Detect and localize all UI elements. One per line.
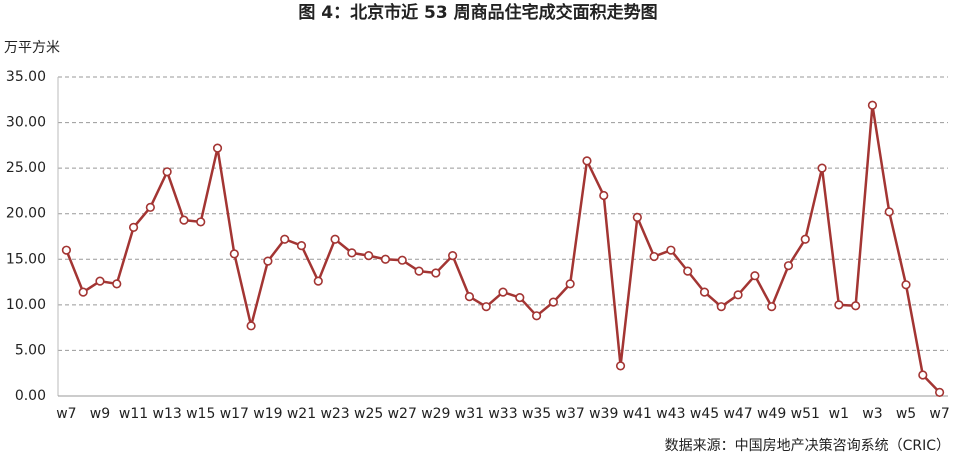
point	[565, 279, 575, 289]
x-tick-label: w35	[522, 406, 551, 422]
x-tick-label: w15	[186, 406, 215, 422]
point	[901, 280, 911, 290]
x-tick-label: w51	[791, 406, 820, 422]
y-tick-label: 25.00	[6, 160, 46, 176]
y-tick-label: 30.00	[6, 115, 46, 131]
point	[548, 297, 558, 307]
x-tick-label: w7	[929, 406, 949, 422]
x-tick-label: w27	[388, 406, 417, 422]
point	[448, 251, 458, 261]
x-tick-label: w3	[862, 406, 882, 422]
point	[347, 248, 357, 258]
point	[918, 370, 928, 380]
point	[364, 251, 374, 261]
point	[800, 234, 810, 244]
x-tick-label: w31	[455, 406, 484, 422]
x-tick-label: w29	[421, 406, 450, 422]
point	[78, 287, 88, 297]
x-tick-label: w11	[119, 406, 148, 422]
x-tick-label: w41	[623, 406, 652, 422]
x-tick-label: w45	[690, 406, 719, 422]
x-tick-label: w23	[320, 406, 349, 422]
point	[179, 215, 189, 225]
point	[867, 100, 878, 110]
x-tick-label: w17	[220, 406, 249, 422]
point	[229, 249, 239, 259]
point	[683, 266, 693, 276]
point	[162, 167, 172, 177]
point	[599, 190, 609, 201]
point	[128, 222, 139, 232]
point	[817, 163, 827, 173]
y-tick-label: 20.00	[6, 206, 46, 222]
x-tick-label: w43	[656, 406, 685, 422]
point	[296, 241, 307, 251]
point	[834, 300, 844, 310]
point	[95, 276, 105, 286]
point	[313, 276, 323, 286]
point	[783, 261, 794, 271]
y-tick-label: 0.00	[15, 388, 46, 404]
point	[582, 156, 592, 166]
point	[666, 245, 676, 255]
point	[515, 292, 525, 303]
y-unit: 万平方米	[4, 40, 60, 56]
x-tick-label: w5	[896, 406, 916, 422]
point	[112, 279, 122, 289]
point	[280, 234, 290, 244]
point	[414, 266, 424, 276]
point	[733, 290, 743, 300]
point	[767, 302, 777, 312]
point	[884, 207, 894, 217]
x-tick-label: w25	[354, 406, 383, 422]
point	[531, 311, 542, 321]
x-tick-label: w39	[589, 406, 618, 422]
point	[649, 251, 659, 262]
y-tick-label: 35.00	[6, 69, 46, 85]
point	[464, 292, 475, 302]
point	[380, 254, 391, 264]
point	[632, 212, 642, 222]
y-tick-label: 15.00	[6, 251, 46, 267]
x-tick-label: w1	[829, 406, 849, 422]
point	[431, 268, 441, 278]
x-tick-label: w13	[153, 406, 182, 422]
point	[481, 302, 491, 312]
point	[699, 287, 710, 297]
point	[330, 234, 340, 244]
y-tick-label: 10.00	[6, 297, 46, 313]
line	[65, 105, 941, 394]
y-tick-label: 5.00	[15, 342, 46, 358]
point	[615, 361, 626, 371]
point	[212, 143, 223, 153]
point	[145, 202, 155, 212]
point	[61, 245, 71, 255]
point	[935, 387, 945, 397]
x-tick-label: w19	[253, 406, 282, 422]
x-tick-label: w49	[757, 406, 786, 422]
x-tick-label: w21	[287, 406, 316, 422]
chart-title: 图 4：北京市近 53 周商品住宅成交面积走势图	[298, 2, 657, 23]
x-tick-label: w37	[556, 406, 585, 422]
point	[498, 287, 508, 297]
point	[196, 217, 206, 227]
x-tick-label: w33	[488, 406, 517, 422]
source: 数据来源：中国房地产决策咨询系统（CRIC）	[665, 437, 950, 454]
x-tick-label: w7	[56, 406, 76, 422]
point	[263, 256, 273, 266]
point	[851, 301, 861, 311]
x-tick-label: w47	[723, 406, 752, 422]
x-tick-label: w9	[90, 406, 110, 422]
point	[750, 271, 760, 281]
point	[716, 302, 726, 312]
point	[397, 255, 407, 265]
point	[246, 321, 256, 331]
